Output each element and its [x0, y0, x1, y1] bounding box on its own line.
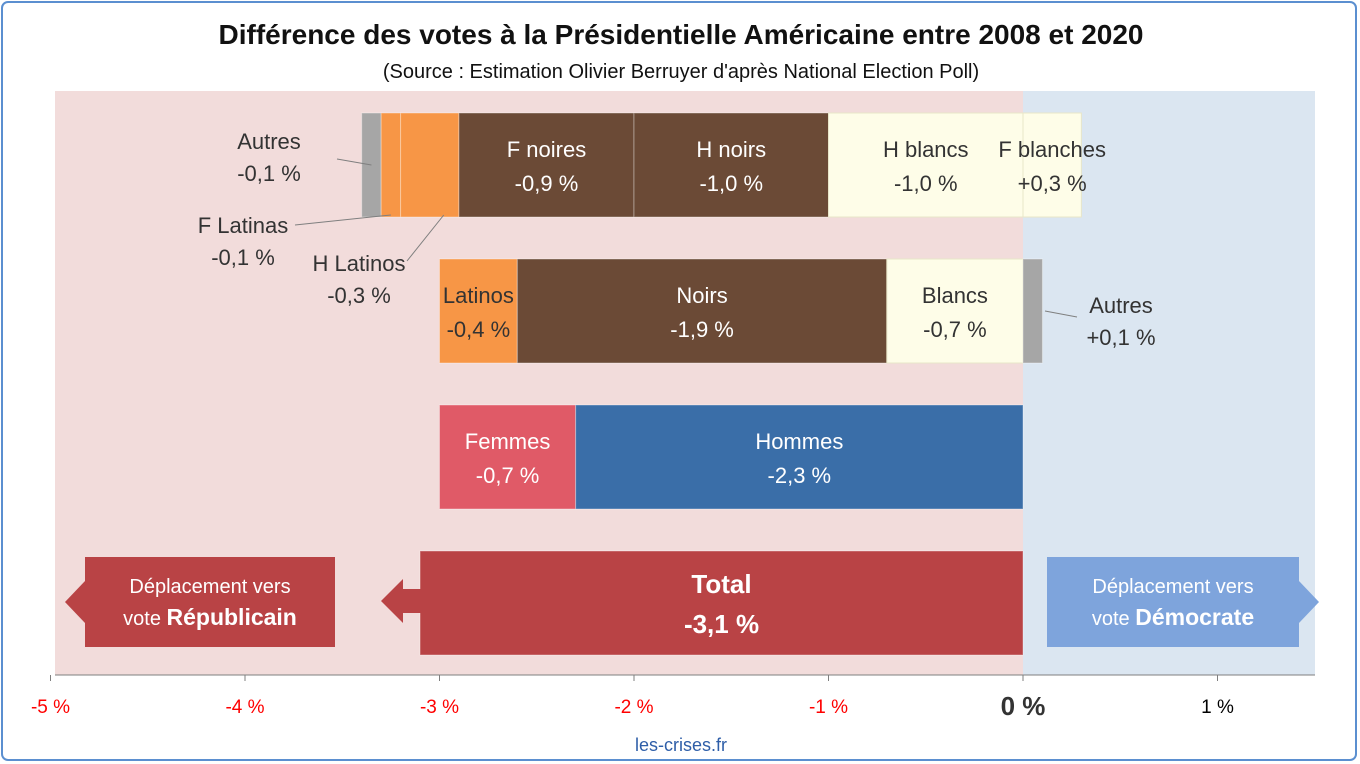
democrat-shift-arrow: Déplacement vers vote Démocrate	[1047, 557, 1319, 647]
row-gender: Femmes -0,7 % Hommes -2,3 %	[439, 404, 1024, 510]
total-left-arrow-icon	[381, 579, 423, 623]
bar-segment	[361, 112, 382, 218]
chart-subtitle: (Source : Estimation Olivier Berruyer d'…	[382, 61, 980, 83]
bar-segment-value: -0,4 %	[447, 317, 511, 342]
bar-segment-value: -3,1 %	[684, 609, 759, 639]
bar-segment-name: Femmes	[465, 429, 551, 454]
bar-segment	[1022, 258, 1043, 364]
x-tick-label: -5 %	[31, 697, 70, 718]
callout-name: Autres	[237, 129, 301, 154]
bar-segment	[575, 404, 1024, 510]
chart-title: Différence des votes à la Présidentielle…	[218, 19, 1144, 50]
callout-name: H Latinos	[313, 251, 406, 276]
bar-segment-name: H blancs	[883, 137, 969, 162]
callout-name: F Latinas	[198, 213, 289, 238]
bar-segment-name: F blanches	[998, 137, 1106, 162]
callout-leader-line	[336, 158, 372, 166]
bar-segment	[400, 112, 460, 218]
footer-source-link[interactable]: les-crises.fr	[634, 735, 727, 755]
bar-segment-value: -2,3 %	[768, 463, 832, 488]
callout-value: +0,1 %	[1086, 325, 1155, 350]
republican-arrow-body	[85, 557, 335, 647]
bar-segment	[458, 112, 635, 218]
bar-segment-value: -1,9 %	[670, 317, 734, 342]
democrat-arrow-line1: Déplacement vers	[1092, 576, 1253, 598]
democrat-arrow-line2: vote Démocrate	[1092, 604, 1254, 630]
callout-name: Autres	[1089, 293, 1153, 318]
bar-segment	[828, 112, 1024, 218]
bar-segment	[380, 112, 402, 218]
democrat-arrow-body	[1047, 557, 1299, 647]
bar-segment-value: -1,0 %	[699, 171, 763, 196]
bar-segment-value: +0,3 %	[1018, 171, 1087, 196]
bar-segment-value: -0,7 %	[476, 463, 540, 488]
x-tick-label: -3 %	[420, 697, 459, 718]
bar-segment	[439, 404, 577, 510]
x-tick-label: -4 %	[225, 697, 264, 718]
bar-segment-name: H noirs	[696, 137, 766, 162]
chart-plot: -5 % -4 % -3 % -2 % -1 % 0 % 1 % F noires -0,9 %…	[31, 91, 1319, 721]
bar-segment-value: -0,7 %	[923, 317, 987, 342]
callout-leader-line	[294, 214, 391, 226]
republican-arrow-head-icon	[65, 581, 85, 623]
row-gender-race: F noires -0,9 % H noirs -1,0 % H blancs -1,0 …	[198, 112, 1106, 308]
bar-segment-name: Noirs	[676, 283, 727, 308]
callout-leader-line	[406, 214, 445, 262]
bar-segment	[439, 258, 518, 364]
republican-arrow-line1: Déplacement vers	[129, 576, 290, 598]
x-tick-label: 0 %	[1001, 691, 1046, 721]
callout-value: -0,1 %	[211, 245, 275, 270]
republican-arrow-line2: vote Républicain	[123, 604, 297, 630]
bar-segment-name: F noires	[507, 137, 586, 162]
row-race: Latinos -0,4 % Noirs -1,9 % Blancs -0,7 % Autr…	[439, 258, 1156, 364]
bar-segment	[516, 258, 888, 364]
democrat-arrow-head-icon	[1299, 581, 1319, 623]
bar-segment	[886, 258, 1024, 364]
bar-segment	[419, 550, 1024, 656]
x-tick-label: -2 %	[614, 697, 653, 718]
bar-segment-name: Hommes	[755, 429, 843, 454]
callout-leader-line	[1044, 310, 1078, 318]
bar-segment-name: Latinos	[443, 283, 514, 308]
republican-shift-arrow: Déplacement vers vote Républicain	[65, 557, 335, 647]
callout-value: -0,1 %	[237, 161, 301, 186]
bar-segment	[1022, 112, 1082, 218]
callout-value: -0,3 %	[327, 283, 391, 308]
bar-segment	[633, 112, 829, 218]
bar-segment-value: -1,0 %	[894, 171, 958, 196]
bar-segment-name: Total	[691, 569, 751, 599]
bar-segment-value: -0,9 %	[515, 171, 579, 196]
row-total: Total -3,1 %	[419, 550, 1024, 656]
bar-segment-name: Blancs	[922, 283, 988, 308]
x-tick-label: -1 %	[809, 697, 848, 718]
x-tick-label: 1 %	[1201, 697, 1234, 718]
